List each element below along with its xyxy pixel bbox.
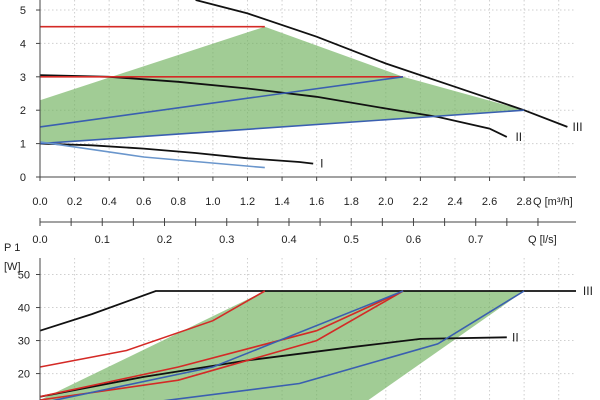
head-series-line-blue-5 <box>39 76 404 128</box>
x-axis-label: Q [m³/h] <box>533 196 573 208</box>
x-tick-label: 0.4 <box>102 196 117 208</box>
head-series-line-blue-6 <box>39 109 525 145</box>
lps-axis-label: Q [l/s] <box>528 234 557 246</box>
head-series-line-light_blue-7 <box>39 141 265 169</box>
x-tick-label: 0.2 <box>67 196 82 208</box>
y-tick-label: 4 <box>20 38 26 50</box>
x-tick-label: 1.2 <box>240 196 255 208</box>
y-tick-label: 5 <box>20 5 26 17</box>
lps-tick-label: 0.4 <box>281 234 296 246</box>
lps-tick-label: 0.7 <box>468 234 483 246</box>
power-y-axis-unit: [W] <box>4 261 21 273</box>
curve-label-I: I <box>320 157 323 171</box>
x-tick-label: 1.6 <box>309 196 324 208</box>
x-tick-label: 1.4 <box>274 196 289 208</box>
power-series-line-red-2 <box>39 290 266 368</box>
lps-tick-label: 0.6 <box>406 234 421 246</box>
power-operating-range-area <box>40 291 525 400</box>
power-y-tick-label: 20 <box>18 369 30 381</box>
x-tick-label: 2.8 <box>516 196 531 208</box>
power-series-line-red-4 <box>39 290 404 400</box>
power-y-tick-label: 40 <box>18 303 30 315</box>
y-tick-label: 1 <box>20 139 26 151</box>
head-series-line-II <box>39 74 508 138</box>
lps-tick-label: 0.0 <box>32 234 47 246</box>
lps-tick-label: 0.2 <box>157 234 172 246</box>
power-curve-label-II: II <box>512 330 519 344</box>
power-series-line-II <box>39 336 507 398</box>
y-tick-label: 0 <box>20 172 26 184</box>
power-series-line-blue-6 <box>163 290 525 400</box>
x-tick-label: 0.8 <box>171 196 186 208</box>
lps-tick-label: 0.5 <box>344 234 359 246</box>
power-y-tick-label: 30 <box>18 336 30 348</box>
power-y-tick-label: 50 <box>18 270 30 282</box>
power-series-line-red-3 <box>39 290 404 398</box>
power-series-line-III <box>39 290 576 332</box>
power-series-line-blue-5 <box>51 290 404 400</box>
x-tick-label: 0.6 <box>136 196 151 208</box>
power-curve-label-III: III <box>583 284 593 298</box>
head-series-line-I <box>39 142 314 165</box>
lps-tick-label: 0.1 <box>95 234 110 246</box>
x-tick-label: 2.6 <box>482 196 497 208</box>
flow-lps-axis: 0.0 0.1 0.2 0.3 0.4 0.5 0.6 0.7 Q [l/s] <box>32 218 576 246</box>
y-tick-label: 3 <box>20 72 26 84</box>
curve-label-II: II <box>515 130 522 144</box>
x-tick-label: 2.2 <box>413 196 428 208</box>
x-tick-label: 0.0 <box>32 196 47 208</box>
y-tick-label: 2 <box>20 105 26 117</box>
lps-tick-label: 0.3 <box>219 234 234 246</box>
operating-range-area <box>40 26 525 144</box>
x-tick-label: 2.4 <box>447 196 462 208</box>
power-y-axis-label: P 1 <box>4 242 20 254</box>
x-tick-label: 2.0 <box>378 196 393 208</box>
x-tick-label: 1.8 <box>344 196 359 208</box>
curve-label-III: III <box>573 120 583 134</box>
x-tick-label: 1.0 <box>205 196 220 208</box>
